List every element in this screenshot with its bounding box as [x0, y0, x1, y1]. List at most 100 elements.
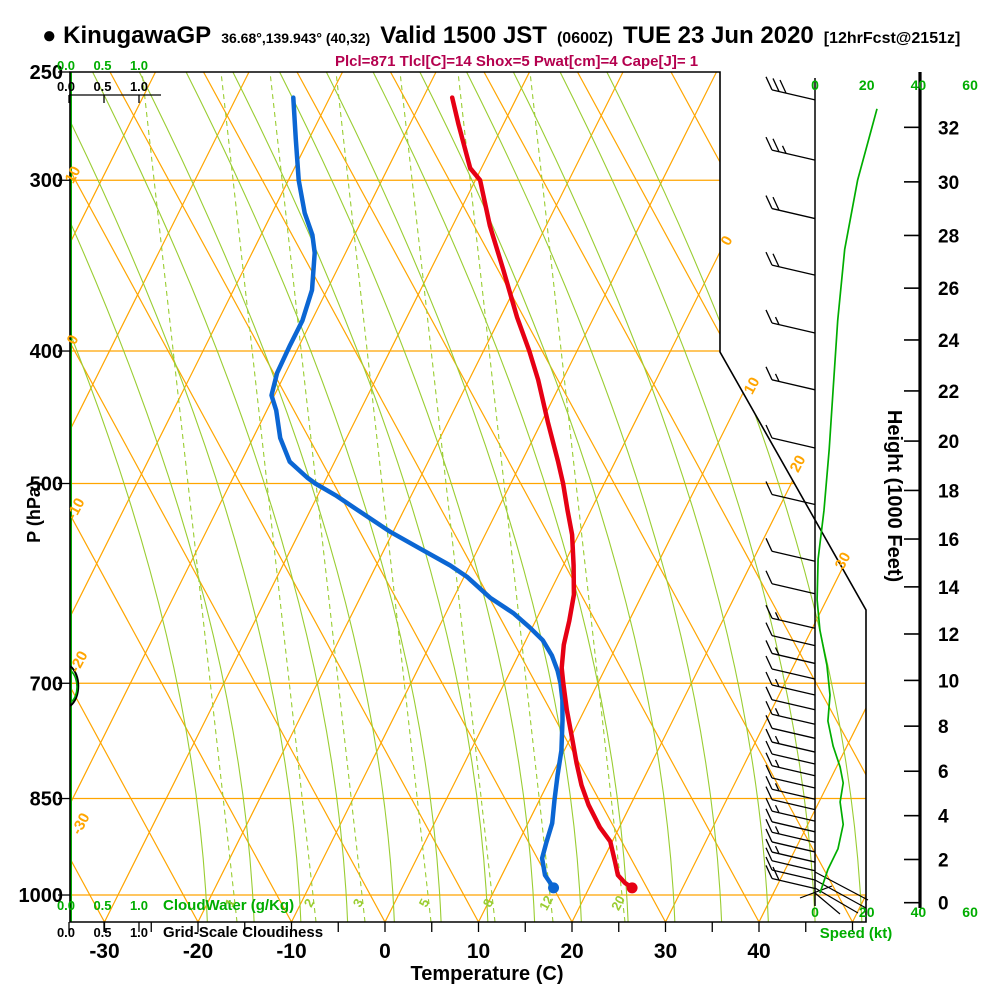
- height-tick-label: 28: [938, 226, 959, 247]
- moist-adiabat-line: [467, 72, 722, 922]
- dry-adiabat-line: [578, 72, 1000, 922]
- cloudwater-scale-top: 0.0: [57, 58, 75, 73]
- pressure-tick-label: 700: [30, 673, 63, 695]
- mixing-ratio-label: 5: [416, 896, 433, 909]
- speed-axis-title: Speed (kt): [820, 925, 893, 942]
- wind-barb: [766, 425, 815, 448]
- temperature-axis-title: Temperature (C): [411, 963, 564, 985]
- temperature-tick-label: -10: [276, 940, 306, 963]
- cloudiness-scale-bottom: 0.5: [93, 925, 111, 940]
- height-tick-label: 20: [938, 432, 959, 453]
- temperature-tick-label: -20: [183, 940, 213, 963]
- speed-tick-label-bottom: 40: [911, 904, 927, 920]
- isotherm-line: [198, 72, 623, 922]
- isotherm-edge-label: 20: [787, 453, 810, 476]
- moist-adiabat-line: [373, 72, 628, 922]
- cloudwater-scale-top: 1.0: [130, 58, 148, 73]
- temperature-tick-label: -30: [89, 940, 119, 963]
- dry-adiabat-line: [765, 72, 1000, 922]
- speed-tick-label-bottom: 60: [962, 904, 978, 920]
- mixing-ratio-line: [458, 72, 553, 922]
- pressure-axis-title: P (hPa): [24, 481, 44, 543]
- temperature-tick-label: 20: [560, 940, 583, 963]
- height-tick-label: 2: [938, 850, 949, 871]
- speed-tick-label-top: 20: [859, 77, 875, 93]
- height-tick-label: 18: [938, 481, 959, 502]
- surface-dewpoint-dot: [548, 882, 559, 893]
- skewt-grid: [0, 72, 1000, 922]
- wind-speed-line: [817, 109, 877, 893]
- height-tick-label: 10: [938, 671, 959, 692]
- wind-barb: [766, 605, 815, 628]
- height-tick-label: 16: [938, 530, 959, 551]
- pressure-tick-label: 300: [30, 170, 63, 192]
- wind-barb: [766, 196, 815, 219]
- isotherm-edge-label: 0: [64, 332, 83, 347]
- mixing-ratio-line: [530, 72, 625, 922]
- surface-wind-barb: [800, 886, 832, 898]
- wind-barb: [766, 741, 815, 764]
- cloudwater-scale-bottom: 0.5: [93, 898, 111, 913]
- moist-adiabat-line: [139, 72, 394, 922]
- mixing-ratio-line: [142, 72, 237, 922]
- height-tick-label: 14: [938, 578, 960, 599]
- mixing-ratio-label: 20: [608, 893, 628, 913]
- temperature-tick-label: 10: [467, 940, 490, 963]
- wind-barb: [766, 252, 815, 275]
- speed-tick-label-top: 40: [911, 77, 927, 93]
- height-tick-label: 30: [938, 173, 959, 194]
- isotherm-line: [292, 72, 717, 922]
- surface-temperature-dot: [627, 882, 638, 893]
- moist-adiabat-line: [326, 72, 581, 922]
- moist-adiabat-line: [93, 72, 348, 922]
- mixing-ratio-label: 3: [350, 896, 367, 909]
- wind-barb: [766, 776, 815, 799]
- wind-barb: [766, 310, 815, 333]
- height-axis-title: Height (1000 Feet): [883, 410, 905, 582]
- cloudiness-scale-bottom: 0.0: [57, 925, 75, 940]
- moist-adiabat-line: [233, 72, 488, 922]
- cloudiness-scale-top: 0.0: [57, 79, 75, 94]
- moist-adiabat-line: [513, 72, 768, 922]
- wind-barb: [766, 538, 815, 561]
- mixing-ratio-label: 2: [301, 896, 318, 909]
- isotherm-edge-label: 10: [62, 164, 85, 187]
- isotherm-line: [853, 72, 1000, 922]
- cloudwater-scale-top: 0.5: [93, 58, 111, 73]
- dewpoint-curve: [272, 98, 563, 888]
- isotherm-edge-label: 30: [832, 550, 855, 573]
- height-tick-label: 12: [938, 625, 959, 646]
- temperature-tick-label: 0: [379, 940, 391, 963]
- pressure-tick-label: 850: [30, 789, 63, 811]
- dry-adiabat-line: [858, 72, 1000, 922]
- cloudiness-axis-title: Grid-Scale Cloudiness: [163, 924, 323, 941]
- height-tick-label: 22: [938, 382, 959, 403]
- wind-barb: [766, 798, 815, 821]
- speed-tick-label-bottom: 0: [811, 904, 819, 920]
- wind-barb: [766, 77, 815, 100]
- mixing-ratio-line: [270, 72, 365, 922]
- height-tick-label: 32: [938, 118, 959, 139]
- speed-tick-label-top: 60: [962, 77, 978, 93]
- height-tick-label: 8: [938, 717, 949, 738]
- speed-tick-label-top: 0: [811, 77, 819, 93]
- moist-adiabat-line: [420, 72, 675, 922]
- cloudwater-scale-bottom: 0.0: [57, 898, 75, 913]
- isotherm-line: [385, 72, 810, 922]
- cloudiness-scale-top: 0.5: [93, 79, 111, 94]
- mixing-ratio-label: 12: [536, 893, 556, 913]
- temperature-tick-label: 40: [747, 940, 770, 963]
- height-tick-label: 24: [938, 331, 960, 352]
- cloudiness-scale-top: 1.0: [130, 79, 148, 94]
- mixing-ratio-label: 8: [480, 896, 497, 909]
- wind-barb: [766, 137, 815, 160]
- height-tick-label: 6: [938, 762, 949, 783]
- speed-tick-label-bottom: 20: [859, 904, 875, 920]
- isotherm-edge-label: -10: [63, 495, 88, 522]
- height-tick-label: 0: [938, 894, 949, 915]
- height-tick-label: 26: [938, 279, 959, 300]
- moist-adiabat-line: [607, 72, 862, 922]
